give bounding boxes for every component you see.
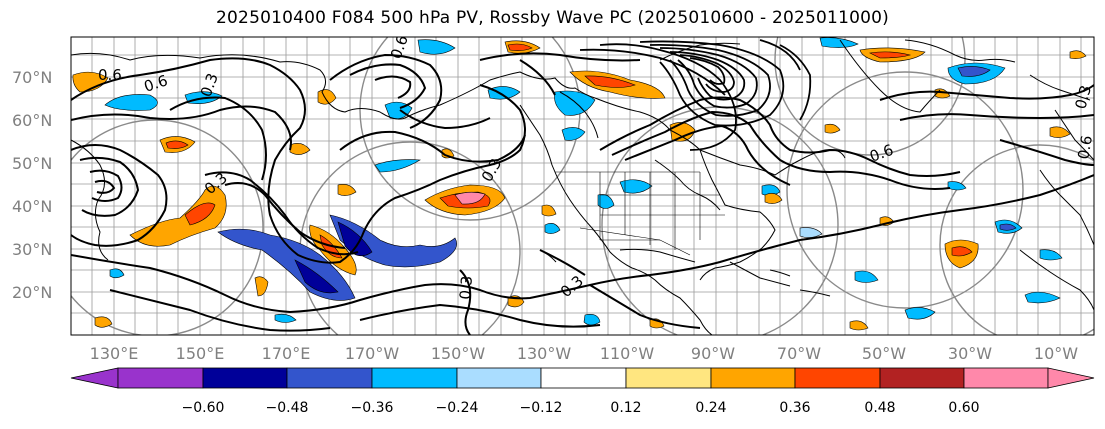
contour-label: 0.3 xyxy=(456,275,476,300)
colorbar-tick-label: 0.24 xyxy=(695,400,727,416)
longitude-label: 130°E xyxy=(89,344,139,363)
contour-label: 0.3 xyxy=(1071,83,1095,111)
latitude-label: 20°N xyxy=(12,283,53,302)
longitude-label: 150°W xyxy=(430,344,486,363)
positive-anomaly-shading xyxy=(72,40,1087,331)
colorbar-max-extension xyxy=(1047,367,1095,389)
latitude-label: 40°N xyxy=(12,197,53,216)
colorbar-segment xyxy=(710,367,796,389)
longitude-label: 150°E xyxy=(175,344,225,363)
colorbar-segment xyxy=(540,367,627,389)
longitude-label: 170°E xyxy=(261,344,311,363)
latitude-label: 60°N xyxy=(12,111,53,130)
colorbar-segment xyxy=(963,367,1049,389)
longitude-label: 90°W xyxy=(690,344,736,363)
colorbar-segment xyxy=(879,367,965,389)
contour-label: 0.6 xyxy=(1074,134,1096,161)
pv-contours xyxy=(71,52,1094,335)
country-borders xyxy=(555,171,725,256)
longitude-label: 70°W xyxy=(776,344,822,363)
colorbar-tick-label: −0.24 xyxy=(435,400,479,416)
colorbar-segment xyxy=(456,367,542,389)
map-background xyxy=(71,37,1094,335)
longitude-label: 130°W xyxy=(516,344,572,363)
colorbar-tick-label: −0.48 xyxy=(265,400,309,416)
colorbar-segment xyxy=(625,367,712,389)
colorbar-min-extension xyxy=(70,367,119,389)
colorbar-segment xyxy=(794,367,881,389)
colorbar-tick-label: 0.12 xyxy=(610,400,642,416)
colorbar-tick-label: −0.60 xyxy=(181,400,225,416)
map-frame xyxy=(70,36,1095,336)
negative-anomaly-shading xyxy=(104,37,1063,326)
dense-pv-contours xyxy=(579,39,812,151)
latitude-label: 30°N xyxy=(12,240,53,259)
longitude-label: 50°W xyxy=(861,344,907,363)
map-area: 0.6 0.3 0.6 0.3 0.3 0.6 0.3 0.6 0.3 0.6 … xyxy=(71,37,1096,335)
colorbar xyxy=(70,367,1095,389)
colorbar-segment xyxy=(202,367,288,389)
longitude-label: 10°W xyxy=(1033,344,1079,363)
colorbar-tick-label: 0.36 xyxy=(779,400,811,416)
colorbar-tick-label: 0.60 xyxy=(948,400,980,416)
colorbar-segment xyxy=(117,367,204,389)
colorbar-tick-label: 0.48 xyxy=(864,400,896,416)
colorbar-segment xyxy=(371,367,458,389)
longitude-label: 110°W xyxy=(599,344,655,363)
colorbar-tick-label: −0.36 xyxy=(350,400,394,416)
longitude-label: 170°W xyxy=(344,344,400,363)
colorbar-tick-label: −0.12 xyxy=(519,400,563,416)
contour-label: 0.6 xyxy=(98,66,122,84)
longitude-label: 30°W xyxy=(947,344,993,363)
latitude-label: 50°N xyxy=(12,154,53,173)
map-title: 2025010400 F084 500 hPa PV, Rossby Wave … xyxy=(216,8,889,28)
latitude-label: 70°N xyxy=(12,68,53,87)
colorbar-segment xyxy=(286,367,373,389)
